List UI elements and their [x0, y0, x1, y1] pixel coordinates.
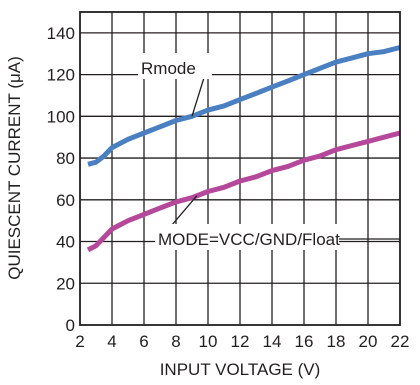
x-tick-label: 20: [359, 332, 378, 351]
x-tick-label: 18: [327, 332, 346, 351]
x-tick-label: 14: [263, 332, 282, 351]
y-tick-label: 20: [56, 274, 75, 293]
series-layer: [86, 45, 401, 253]
x-axis-title: INPUT VOLTAGE (V): [160, 360, 321, 379]
y-tick-label: 80: [56, 149, 75, 168]
x-tick-label: 12: [231, 332, 250, 351]
y-tick-label: 0: [66, 316, 75, 335]
x-tick-label: 2: [75, 332, 84, 351]
y-tick-labels: 0 20 40 60 80 100 120 140: [47, 24, 75, 335]
x-tick-label: 8: [171, 332, 180, 351]
x-tick-label: 6: [139, 332, 148, 351]
series-line-rmode: [87, 45, 401, 167]
y-axis-title: QUIESCENT CURRENT (μA): [5, 56, 24, 280]
annotation-background: [138, 53, 212, 79]
series-annotation-label: MODE=VCC/GND/Float: [158, 230, 340, 249]
y-tick-label: 100: [47, 107, 75, 126]
y-tick-label: 60: [56, 191, 75, 210]
series-line-mode-vcc-gnd-float: [86, 130, 401, 253]
x-tick-label: 10: [199, 332, 218, 351]
y-tick-label: 120: [47, 66, 75, 85]
plot-frame: [79, 11, 401, 326]
annotation-layer: Rmode MODE=VCC/GND/Float: [138, 53, 400, 250]
x-tick-labels: 2 4 6 8 10 12 14 16 18 20 22: [75, 332, 409, 351]
x-tick-label: 22: [391, 332, 410, 351]
x-tick-label: 16: [295, 332, 314, 351]
series-annotation-label: Rmode: [141, 59, 196, 78]
y-tick-label: 140: [47, 24, 75, 43]
x-tick-label: 4: [107, 332, 116, 351]
annotation-background: [155, 224, 339, 250]
y-tick-label: 40: [56, 233, 75, 252]
